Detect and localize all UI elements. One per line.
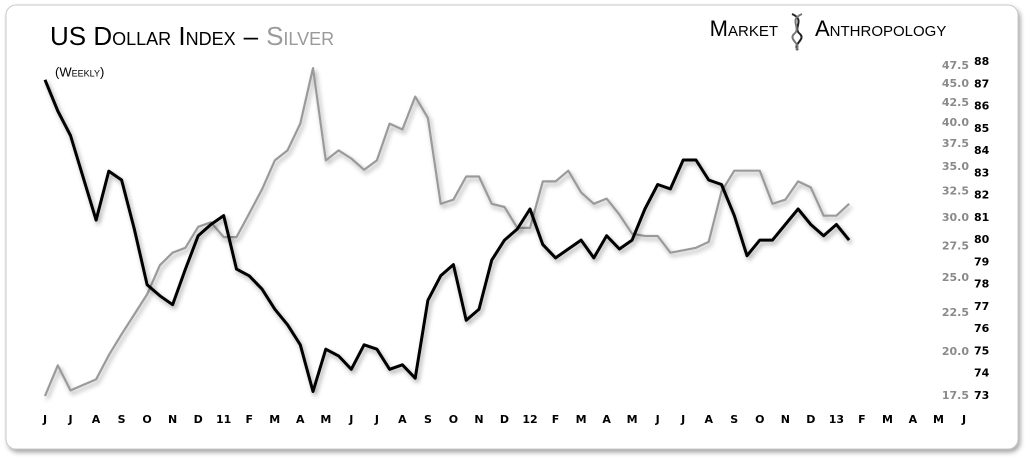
y-tick-label: 47.5 [942, 59, 969, 72]
x-tick-label: M [320, 413, 331, 426]
x-tick-label: A [398, 413, 407, 426]
x-tick-label: O [142, 413, 151, 426]
y-tick-label: 22.5 [942, 306, 969, 319]
y-tick-label: 35.0 [942, 160, 969, 173]
x-tick-label: N [781, 413, 790, 426]
y-tick-label: 20.0 [942, 345, 969, 358]
x-tick-label: J [374, 413, 379, 426]
x-tick-label: 13 [829, 413, 844, 426]
y2-tick-label: 79 [974, 255, 989, 268]
x-tick-label: M [882, 413, 893, 426]
brand-word: Market [710, 16, 778, 41]
card [5, 4, 1019, 450]
x-tick-label: F [858, 413, 866, 426]
x-tick-label: O [755, 413, 764, 426]
y2-tick-label: 86 [974, 100, 990, 113]
x-tick-label: 11 [216, 413, 231, 426]
title-series-name: Silver [266, 21, 334, 51]
title-series-name: US Dollar Index [50, 21, 236, 51]
subtitle: (Weekly) [55, 64, 104, 79]
y2-tick-label: 74 [974, 367, 990, 380]
x-tick-label: A [92, 413, 101, 426]
x-tick-label: F [245, 413, 253, 426]
x-tick-label: F [552, 413, 560, 426]
x-tick-label: A [602, 413, 611, 426]
x-tick-label: S [730, 413, 738, 426]
y2-tick-label: 81 [974, 211, 989, 224]
y2-tick-label: 77 [974, 300, 989, 313]
x-tick-label: N [474, 413, 483, 426]
y-tick-label: 45.0 [942, 77, 969, 90]
y2-tick-label: 84 [974, 144, 990, 157]
y-tick-label: 27.5 [942, 240, 969, 253]
chart-title: US Dollar Index – Silver [50, 21, 334, 51]
y-tick-label: 42.5 [942, 96, 969, 109]
brand-logo [791, 13, 803, 51]
x-tick-label: S [424, 413, 432, 426]
x-tick-label: J [680, 413, 685, 426]
x-tick-label: D [194, 413, 203, 426]
y2-tick-label: 87 [974, 77, 989, 90]
x-tick-label: A [704, 413, 713, 426]
y-tick-label: 17.5 [942, 389, 969, 402]
y2-tick-label: 76 [974, 322, 990, 335]
y-tick-label: 40.0 [942, 116, 969, 129]
x-tick-label: J [42, 413, 47, 426]
y2-tick-label: 78 [974, 278, 989, 291]
y2-tick-label: 83 [974, 166, 989, 179]
y2-tick-label: 88 [974, 55, 989, 68]
y-tick-label: 30.0 [942, 211, 969, 224]
y-tick-label: 37.5 [942, 137, 969, 150]
x-tick-label: A [296, 413, 305, 426]
x-tick-label: 12 [522, 413, 537, 426]
y-tick-label: 32.5 [942, 184, 969, 197]
x-tick-label: M [627, 413, 638, 426]
x-tick-label: M [933, 413, 944, 426]
x-tick-label: J [655, 413, 660, 426]
x-tick-label: O [449, 413, 458, 426]
x-tick-label: J [67, 413, 72, 426]
x-tick-label: A [909, 413, 918, 426]
x-tick-label: N [168, 413, 177, 426]
y2-tick-label: 73 [974, 389, 989, 402]
y2-tick-label: 80 [974, 233, 990, 246]
x-tick-label: D [806, 413, 815, 426]
brand-word: Anthropology [815, 16, 946, 41]
y-tick-label: 25.0 [942, 271, 969, 284]
x-tick-label: S [118, 413, 126, 426]
y2-tick-label: 75 [974, 344, 989, 357]
x-tick-label: J [961, 413, 966, 426]
title-separator: – [244, 21, 259, 51]
y2-tick-label: 82 [974, 189, 989, 202]
x-tick-label: M [269, 413, 280, 426]
series-line [43, 79, 851, 393]
x-tick-label: M [576, 413, 587, 426]
x-tick-label: D [500, 413, 509, 426]
y2-tick-label: 85 [974, 122, 989, 135]
x-tick-label: J [348, 413, 353, 426]
series-line [43, 67, 850, 397]
